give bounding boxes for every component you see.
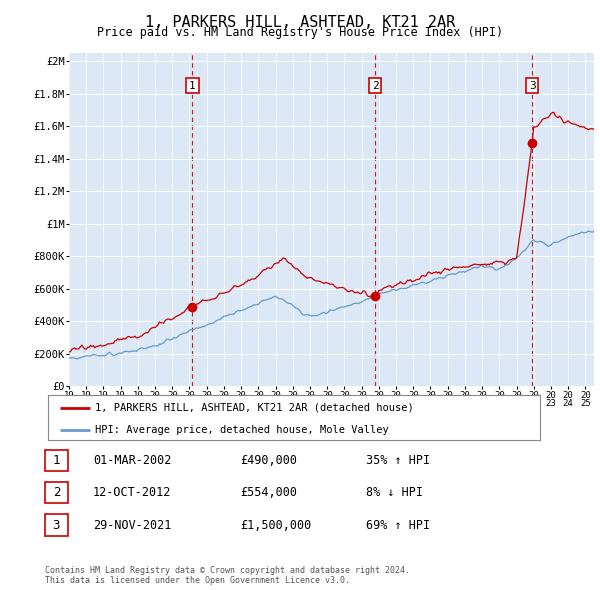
Text: 29-NOV-2021: 29-NOV-2021 [93,519,172,532]
Text: 12-OCT-2012: 12-OCT-2012 [93,486,172,499]
Text: £490,000: £490,000 [240,454,297,467]
Text: 1, PARKERS HILL, ASHTEAD, KT21 2AR: 1, PARKERS HILL, ASHTEAD, KT21 2AR [145,15,455,30]
Text: 1, PARKERS HILL, ASHTEAD, KT21 2AR (detached house): 1, PARKERS HILL, ASHTEAD, KT21 2AR (deta… [95,403,413,412]
Text: 3: 3 [529,81,536,91]
Text: Price paid vs. HM Land Registry's House Price Index (HPI): Price paid vs. HM Land Registry's House … [97,26,503,39]
Text: 2: 2 [371,81,379,91]
Text: 69% ↑ HPI: 69% ↑ HPI [366,519,430,532]
Text: 8% ↓ HPI: 8% ↓ HPI [366,486,423,499]
Text: 3: 3 [53,519,60,532]
Text: 35% ↑ HPI: 35% ↑ HPI [366,454,430,467]
Text: HPI: Average price, detached house, Mole Valley: HPI: Average price, detached house, Mole… [95,425,388,435]
Text: Contains HM Land Registry data © Crown copyright and database right 2024.
This d: Contains HM Land Registry data © Crown c… [45,566,410,585]
Text: 1: 1 [53,454,60,467]
Text: £554,000: £554,000 [240,486,297,499]
Text: 2: 2 [53,486,60,499]
Text: 1: 1 [189,81,196,91]
Text: £1,500,000: £1,500,000 [240,519,311,532]
Text: 01-MAR-2002: 01-MAR-2002 [93,454,172,467]
